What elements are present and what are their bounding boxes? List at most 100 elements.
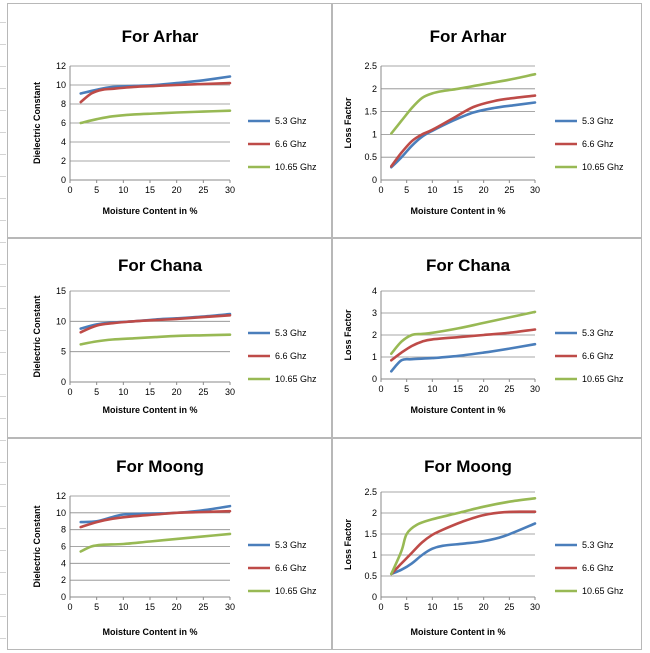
chart-title: For Chana — [426, 256, 511, 275]
x-tick-label: 10 — [118, 387, 128, 397]
series-line — [390, 342, 537, 373]
chart-title: For Moong — [424, 457, 512, 476]
x-tick-label: 15 — [145, 387, 155, 397]
y-tick-label: 0 — [372, 592, 377, 602]
series-line — [79, 532, 232, 553]
y-tick-label: 10 — [56, 80, 66, 90]
sheet-gridline — [0, 44, 6, 45]
chart-panel: For Arhar 0 0.5 1 1.5 2 2.5 0 5 10 15 20 25 30 Moistur… — [332, 3, 642, 238]
y-tick-label: 4 — [61, 558, 66, 568]
sheet-gridline — [0, 484, 6, 485]
y-tick-label: 1 — [372, 550, 377, 560]
y-tick-label: 0 — [372, 175, 377, 185]
x-tick-label: 25 — [504, 384, 514, 394]
y-axis-label: Dielectric Constant — [32, 295, 42, 377]
sheet-gridline — [0, 528, 6, 529]
legend-label: 5.3 Ghz — [275, 328, 307, 338]
legend-label: 10.65 Ghz — [275, 374, 317, 384]
chart-svg: For Chana 0 1 2 3 4 0 5 10 15 20 25 30 Moisture Conte… — [343, 256, 624, 415]
chart-panel: For Arhar 0 2 4 6 8 10 12 0 5 10 15 20 25 30 Moisture C… — [7, 3, 332, 238]
y-tick-label: 1 — [372, 352, 377, 362]
y-tick-label: 0 — [61, 175, 66, 185]
chart-svg: For Moong 0 0.5 1 1.5 2 2.5 0 5 10 15 20 25 30 Moistur… — [343, 457, 624, 637]
sheet-gridline — [0, 418, 6, 419]
chart-panel: For Moong 0 0.5 1 1.5 2 2.5 0 5 10 15 20 25 30 Moistur… — [332, 438, 642, 650]
legend-label: 6.6 Ghz — [582, 563, 614, 573]
sheet-gridline — [0, 572, 6, 573]
x-tick-label: 25 — [198, 185, 208, 195]
sheet-gridline — [0, 374, 6, 375]
series-line — [390, 522, 537, 576]
legend-label: 6.6 Ghz — [582, 351, 614, 361]
y-tick-label: 15 — [56, 286, 66, 296]
legend-label: 10.65 Ghz — [275, 586, 317, 596]
x-tick-label: 15 — [453, 185, 463, 195]
x-tick-label: 20 — [172, 387, 182, 397]
sheet-gridline — [0, 352, 6, 353]
y-axis-label: Loss Factor — [343, 518, 353, 570]
x-tick-label: 30 — [530, 185, 540, 195]
chart-panel: For Chana 0 1 2 3 4 0 5 10 15 20 25 30 Moisture Conte… — [332, 238, 642, 438]
y-tick-label: 4 — [372, 286, 377, 296]
y-axis-label: Dielectric Constant — [32, 82, 42, 164]
x-tick-label: 25 — [504, 602, 514, 612]
y-tick-label: 0 — [61, 592, 66, 602]
x-tick-label: 5 — [404, 602, 409, 612]
y-tick-label: 8 — [61, 99, 66, 109]
y-tick-label: 12 — [56, 61, 66, 71]
y-tick-label: 5 — [61, 347, 66, 357]
x-axis-label: Moisture Content in % — [103, 405, 198, 415]
x-axis-label: Moisture Content in % — [103, 206, 198, 216]
x-tick-label: 15 — [145, 602, 155, 612]
series-line — [79, 314, 232, 334]
sheet-gridline — [0, 132, 6, 133]
x-axis-label: Moisture Content in % — [411, 206, 506, 216]
x-tick-label: 0 — [378, 384, 383, 394]
x-tick-label: 30 — [225, 387, 235, 397]
series-line — [390, 510, 537, 576]
sheet-gridline — [0, 638, 6, 639]
sheet-gridline — [0, 242, 6, 243]
y-axis-label: Loss Factor — [343, 309, 353, 361]
x-tick-label: 25 — [198, 387, 208, 397]
series-line — [79, 109, 232, 125]
y-tick-label: 2 — [372, 330, 377, 340]
series-line — [79, 509, 232, 529]
y-tick-label: 2 — [372, 508, 377, 518]
x-tick-label: 5 — [94, 387, 99, 397]
y-tick-label: 1.5 — [364, 107, 377, 117]
x-tick-label: 0 — [67, 602, 72, 612]
x-tick-label: 0 — [67, 185, 72, 195]
x-tick-label: 0 — [378, 602, 383, 612]
y-tick-label: 0.5 — [364, 152, 377, 162]
x-axis-label: Moisture Content in % — [411, 405, 506, 415]
sheet-gridline — [0, 330, 6, 331]
x-tick-label: 10 — [427, 384, 437, 394]
sheet-gridline — [0, 110, 6, 111]
y-tick-label: 12 — [56, 491, 66, 501]
x-tick-label: 5 — [404, 185, 409, 195]
x-tick-label: 30 — [530, 384, 540, 394]
x-tick-label: 5 — [404, 384, 409, 394]
x-tick-label: 15 — [453, 384, 463, 394]
x-tick-label: 15 — [145, 185, 155, 195]
x-tick-label: 15 — [453, 602, 463, 612]
x-tick-label: 30 — [225, 602, 235, 612]
y-tick-label: 2.5 — [364, 487, 377, 497]
legend-label: 10.65 Ghz — [275, 162, 317, 172]
legend-label: 5.3 Ghz — [582, 540, 614, 550]
sheet-gridline — [0, 440, 6, 441]
chart-svg: For Arhar 0 2 4 6 8 10 12 0 5 10 15 20 25 30 Moisture C… — [32, 27, 317, 216]
chart-title: For Arhar — [122, 27, 199, 46]
y-tick-label: 10 — [56, 316, 66, 326]
chart-title: For Arhar — [430, 27, 507, 46]
x-tick-label: 25 — [504, 185, 514, 195]
legend-label: 6.6 Ghz — [275, 351, 307, 361]
y-tick-label: 0 — [61, 377, 66, 387]
x-tick-label: 10 — [118, 602, 128, 612]
x-tick-label: 0 — [67, 387, 72, 397]
series-line — [79, 333, 232, 346]
sheet-gridline — [0, 308, 6, 309]
y-tick-label: 2.5 — [364, 61, 377, 71]
